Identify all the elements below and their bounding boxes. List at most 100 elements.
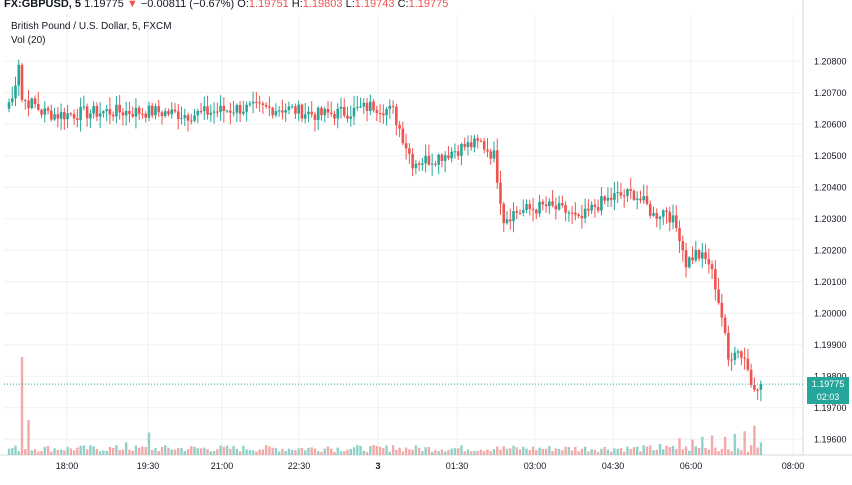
candle-body [583,208,587,219]
volume-bar [509,448,512,455]
candle-body [635,198,639,200]
volume-bar [63,450,66,455]
candle-body [736,351,740,353]
candle-body [167,111,170,115]
candle-body [678,227,681,242]
volume-bar [440,449,444,455]
volume-bar [636,446,639,455]
volume-bar [466,449,470,455]
volume-bar [723,436,727,455]
candle-body [274,110,278,116]
volume-bar [528,450,531,455]
volume-bar [229,448,232,455]
candle-body [492,150,496,159]
candle-body [131,114,134,117]
volume-bar [613,448,616,455]
candle-body [535,209,538,214]
volume-bar [238,451,242,455]
volume-bar [121,449,125,455]
candle-body [391,105,395,107]
volume-bar [225,445,229,455]
candle-body [567,212,571,214]
volume-bar [333,451,336,455]
candle-body [157,106,161,113]
candle-body [7,102,11,109]
volume-bar [378,446,382,455]
candle-body [365,102,369,111]
candle-body [186,115,190,121]
volume-bar [600,448,603,455]
x-tick-label: 08:00 [782,461,805,471]
candle-body [232,112,235,114]
volume-bar [307,447,310,455]
candle-body [469,142,473,148]
candle-body [339,106,343,109]
candle-body [554,205,558,210]
volume-bar [567,447,571,455]
volume-bar [668,447,671,455]
candle-body [658,216,662,219]
high-label: H: [291,0,303,10]
x-tick-label: 19:30 [137,461,160,471]
candle-body [495,150,499,183]
candle-body [128,110,131,115]
volume-bar [98,451,102,455]
volume-bar [313,448,317,455]
candle-body [512,211,515,222]
y-tick-label: 1.19700 [814,403,847,413]
candle-body [476,138,480,141]
volume-bar [242,445,245,455]
volume-bar [7,448,11,455]
candle-body [720,302,724,318]
volume-bar [417,447,421,455]
candle-body [310,111,314,115]
volume-bar [622,451,626,455]
candle-body [346,115,349,119]
volume-bar [177,448,180,455]
y-tick-label: 1.20100 [814,277,847,287]
volume-bar [235,448,239,455]
volume-bar [479,449,483,455]
candle-body [515,211,519,213]
volume-bar [743,431,746,455]
candle-body [404,143,408,149]
volume-bar [369,446,372,455]
volume-bar [46,446,50,455]
candle-body [671,215,675,223]
price-change: −0.00811 (−0.67%) [140,0,235,10]
volume-bar [427,447,431,455]
volume-bar [404,447,408,455]
candle-body [544,204,548,207]
candle-body [401,128,405,144]
last-price: 1.19775 [84,0,124,10]
volume-bar [476,450,479,455]
volume-bar [310,447,313,455]
candle-body [704,252,707,260]
volume-bar [486,449,489,455]
volume-bar [245,449,248,455]
candle-body [53,114,56,120]
volume-bar [730,451,733,455]
candle-body [479,140,483,142]
candle-body [89,113,92,119]
volume-bar [79,445,82,455]
candle-body [336,108,340,119]
candle-body [63,112,66,120]
candle-body [518,212,522,214]
candle-body [577,214,580,217]
candle-body [684,250,688,268]
volume-bar [544,448,548,455]
candle-body [359,106,362,108]
volume-bar [385,445,388,455]
candle-body [333,113,336,119]
volume-bar [557,449,561,455]
candle-body [580,216,584,219]
candle-body [277,110,281,112]
candle-body [466,142,470,147]
volume-bar [261,449,265,455]
candle-body [160,112,164,117]
volume-bar [434,450,437,455]
y-tick-label: 1.20300 [814,214,847,224]
volume-bar [414,445,418,455]
